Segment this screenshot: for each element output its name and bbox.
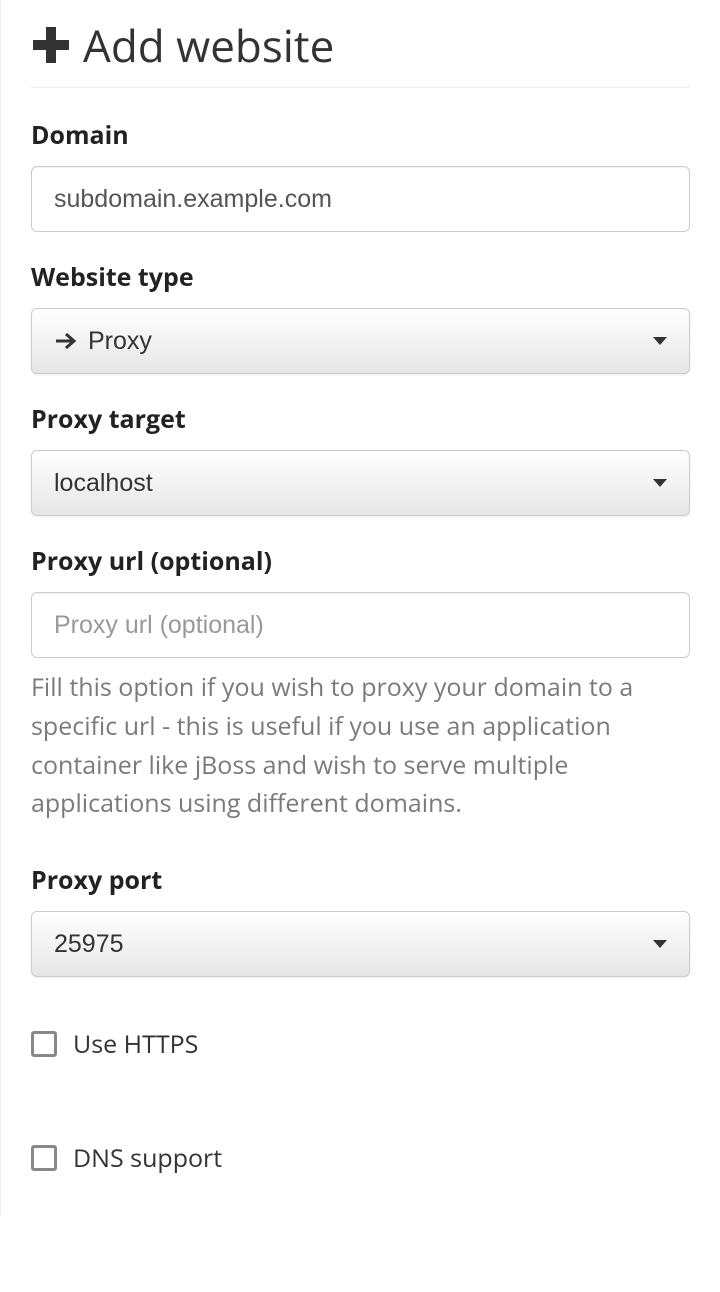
add-website-form: Add website Domain Website type Proxy Pr… <box>0 0 720 1215</box>
proxy-target-value: localhost <box>54 469 153 498</box>
page-header: Add website <box>31 0 690 88</box>
field-proxy-url: Proxy url (optional) <box>31 544 690 658</box>
website-type-label: Website type <box>31 260 690 294</box>
checkbox-icon <box>31 1145 57 1171</box>
chevron-down-icon <box>653 479 667 487</box>
website-type-value: Proxy <box>88 327 152 356</box>
page-title: Add website <box>83 15 334 75</box>
dns-support-label: DNS support <box>73 1141 222 1175</box>
use-https-checkbox[interactable]: Use HTTPS <box>31 1027 690 1061</box>
website-type-select[interactable]: Proxy <box>31 308 690 374</box>
field-proxy-port: Proxy port 25975 <box>31 863 690 977</box>
domain-input[interactable] <box>31 166 690 232</box>
proxy-port-select[interactable]: 25975 <box>31 911 690 977</box>
use-https-label: Use HTTPS <box>73 1027 198 1061</box>
proxy-port-label: Proxy port <box>31 863 690 897</box>
proxy-target-label: Proxy target <box>31 402 690 436</box>
arrow-right-icon <box>54 329 78 353</box>
proxy-url-label: Proxy url (optional) <box>31 544 690 578</box>
field-domain: Domain <box>31 118 690 232</box>
chevron-down-icon <box>653 940 667 948</box>
dns-support-checkbox[interactable]: DNS support <box>31 1141 690 1175</box>
proxy-url-help: Fill this option if you wish to proxy yo… <box>31 668 690 823</box>
proxy-port-value: 25975 <box>54 930 124 959</box>
checkbox-icon <box>31 1031 57 1057</box>
plus-icon <box>31 25 71 65</box>
field-website-type: Website type Proxy <box>31 260 690 374</box>
proxy-url-input[interactable] <box>31 592 690 658</box>
field-proxy-target: Proxy target localhost <box>31 402 690 516</box>
domain-label: Domain <box>31 118 690 152</box>
chevron-down-icon <box>653 337 667 345</box>
proxy-target-select[interactable]: localhost <box>31 450 690 516</box>
